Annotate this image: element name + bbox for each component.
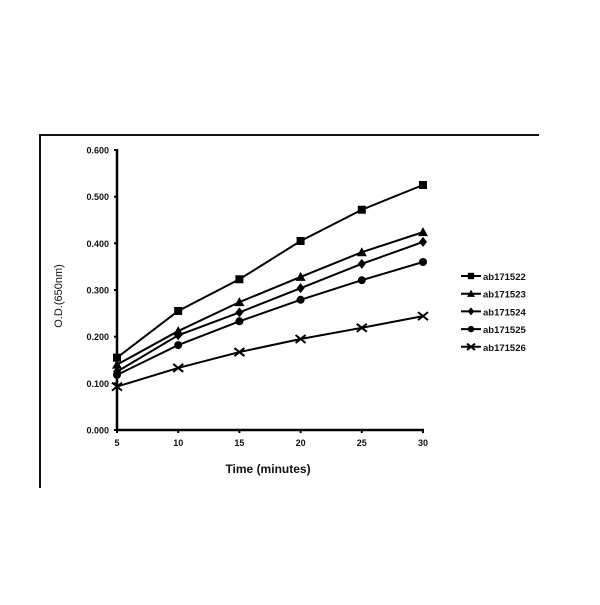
x-marker-icon	[356, 323, 368, 333]
legend-item-ab171523: ab171523	[461, 289, 526, 301]
legend-item-ab171525: ab171525	[461, 325, 527, 336]
legend-label: ab171525	[483, 325, 527, 336]
triangle-marker-icon	[356, 247, 367, 257]
series-line	[116, 231, 424, 366]
series-line	[116, 240, 424, 373]
diamond-marker-icon	[235, 307, 244, 318]
x-tick-label: 20	[296, 438, 306, 448]
plot-area	[111, 181, 429, 392]
circle-marker-icon	[235, 317, 244, 326]
circle-marker-icon	[296, 295, 305, 304]
diamond-marker-icon	[296, 283, 305, 294]
x-marker-icon	[111, 381, 123, 392]
series-line	[116, 261, 424, 376]
x-axis: 5 10 15 20 25 30	[114, 428, 428, 448]
legend-label: ab171524	[483, 307, 527, 318]
y-tick-label: 0.600	[86, 146, 109, 156]
diamond-marker-icon	[357, 258, 366, 269]
square-marker-icon	[467, 272, 475, 280]
triangle-marker-icon	[418, 227, 428, 237]
series-ab171522	[113, 181, 427, 362]
x-tick-label: 30	[418, 438, 428, 448]
series-line	[116, 184, 424, 359]
y-tick-label: 0.100	[86, 379, 109, 389]
triangle-marker-icon	[112, 359, 122, 369]
legend-item-ab171526: ab171526	[461, 343, 526, 354]
diamond-marker-icon	[174, 330, 183, 341]
circle-marker-icon	[419, 258, 427, 266]
diamond-marker-icon	[467, 307, 475, 316]
series-line	[116, 315, 424, 388]
y-tick-label: 0.400	[86, 239, 109, 249]
circle-marker-icon	[467, 325, 475, 333]
y-axis-title: O.D.(650nm)	[53, 264, 65, 328]
x-tick-label: 15	[234, 438, 244, 448]
legend-item-ab171524: ab171524	[461, 307, 527, 318]
x-axis-title: Time (minutes)	[225, 462, 310, 476]
triangle-marker-icon	[467, 289, 475, 297]
diamond-marker-icon	[419, 236, 427, 247]
square-marker-icon	[235, 275, 244, 284]
triangle-marker-icon	[234, 297, 245, 307]
legend-label: ab171523	[483, 290, 526, 301]
y-tick-label: 0.300	[86, 286, 109, 296]
legend-item-ab171522: ab171522	[461, 272, 526, 283]
square-marker-icon	[296, 237, 305, 245]
y-axis: 0.000 0.100 0.200 0.300 0.400 0.500 0.600	[86, 146, 119, 436]
series-ab171525	[113, 258, 427, 379]
x-marker-icon	[172, 363, 184, 373]
series-ab171524	[113, 236, 427, 377]
square-marker-icon	[357, 205, 366, 214]
y-tick-label: 0.500	[86, 192, 109, 202]
x-marker-icon	[233, 347, 246, 357]
series-ab171526	[111, 311, 429, 392]
x-marker-icon	[294, 334, 307, 344]
circle-marker-icon	[357, 276, 366, 285]
y-tick-label: 0.000	[86, 426, 109, 436]
series-ab171523	[112, 227, 428, 369]
x-marker-icon	[466, 342, 476, 351]
x-marker-icon	[417, 311, 429, 321]
circle-marker-icon	[113, 370, 121, 379]
square-marker-icon	[113, 353, 121, 362]
legend: ab171522 ab171523 ab171524 ab171525 ab171526	[461, 272, 527, 354]
x-tick-label: 25	[357, 438, 367, 448]
x-tick-label: 10	[173, 438, 183, 448]
x-tick-label: 5	[114, 438, 119, 448]
legend-label: ab171522	[483, 272, 526, 283]
legend-label: ab171526	[483, 343, 526, 354]
square-marker-icon	[174, 307, 183, 315]
square-marker-icon	[419, 181, 427, 189]
triangle-marker-icon	[295, 271, 306, 281]
y-tick-label: 0.200	[86, 332, 109, 342]
circle-marker-icon	[174, 341, 183, 350]
